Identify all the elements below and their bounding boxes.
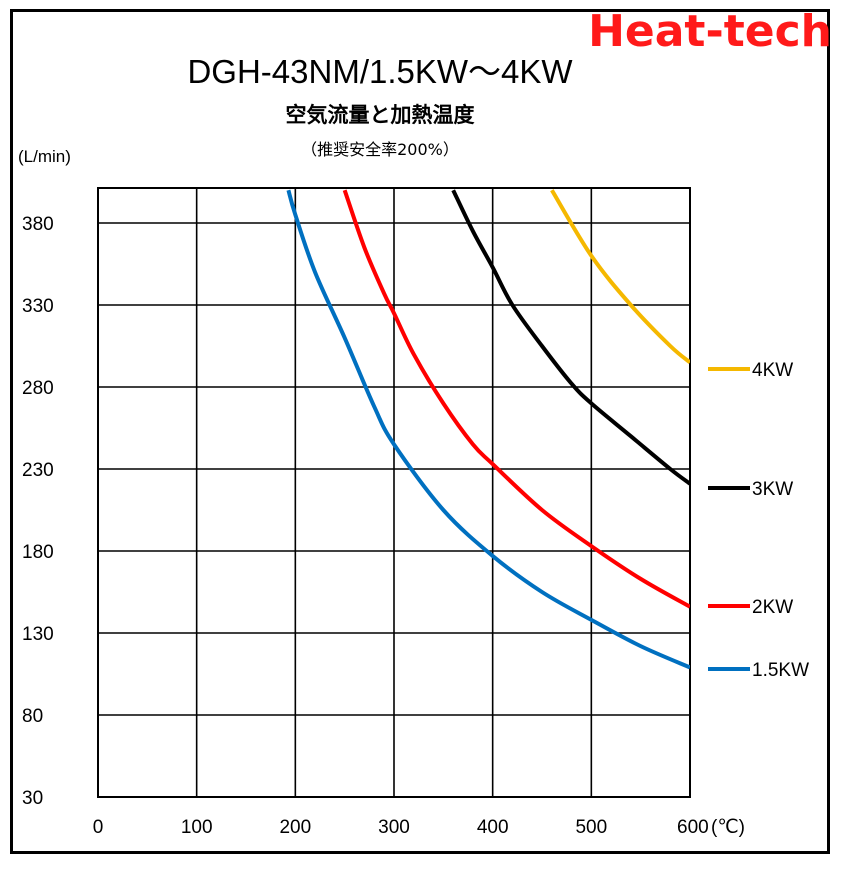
legend-label-3kw: 3KW bbox=[752, 479, 793, 500]
x-axis-unit: (℃) bbox=[711, 817, 745, 838]
series-line-4kw bbox=[550, 189, 690, 364]
y-tick-label: 80 bbox=[22, 706, 43, 727]
x-tick-label: 400 bbox=[477, 817, 509, 838]
x-tick-label: 600 bbox=[677, 817, 709, 838]
legend-label-1.5kw: 1.5KW bbox=[752, 660, 809, 681]
y-tick-label: 280 bbox=[22, 378, 54, 399]
y-tick-label: 230 bbox=[22, 460, 54, 481]
legend-label-2kw: 2KW bbox=[752, 597, 793, 618]
x-tick-label: 200 bbox=[279, 817, 311, 838]
chart-title: DGH-43NM/1.5KW～4KW bbox=[187, 53, 573, 90]
plot-series bbox=[286, 189, 690, 670]
axis-ticks: 30 80 130 180 230 280 330 380 0 100 200 300 400 500 60… bbox=[22, 214, 745, 838]
y-tick-label: 380 bbox=[22, 214, 54, 235]
y-axis-unit: (L/min) bbox=[18, 147, 71, 166]
chart-frame bbox=[10, 9, 830, 854]
x-tick-label: 100 bbox=[181, 817, 213, 838]
x-tick-label: 0 bbox=[93, 817, 104, 838]
y-tick-label: 30 bbox=[22, 788, 43, 809]
x-tick-label: 300 bbox=[378, 817, 410, 838]
chart-note: （推奨安全率200%） bbox=[301, 140, 459, 159]
series-line-1.5kw bbox=[286, 189, 690, 670]
chart-subtitle: 空気流量と加熱温度 bbox=[285, 103, 475, 127]
x-tick-label: 500 bbox=[575, 817, 607, 838]
y-tick-label: 180 bbox=[22, 542, 54, 563]
plot-grid bbox=[97, 187, 691, 798]
y-tick-label: 130 bbox=[22, 624, 54, 645]
series-line-3kw bbox=[451, 189, 690, 486]
y-tick-label: 330 bbox=[22, 296, 54, 317]
brand-logo: Heat-tech bbox=[588, 6, 832, 57]
legend: 4KW 3KW 2KW 1.5KW bbox=[708, 360, 809, 681]
series-line-2kw bbox=[342, 189, 690, 609]
legend-label-4kw: 4KW bbox=[752, 360, 793, 381]
